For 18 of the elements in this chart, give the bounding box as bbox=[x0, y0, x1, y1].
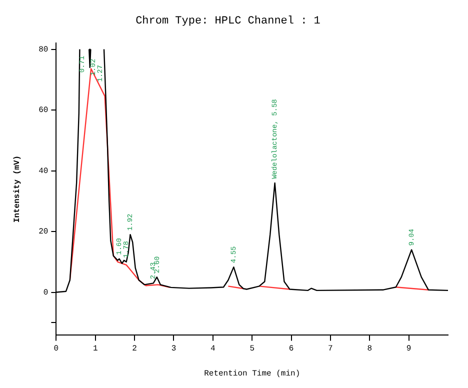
x-tick-label: 3 bbox=[171, 344, 176, 354]
y-axis-title: Intensity (mV) bbox=[12, 155, 22, 223]
x-tick-label: 2 bbox=[132, 344, 138, 354]
chart-title: Chrom Type: HPLC Channel : 1 bbox=[136, 16, 321, 28]
y-tick-label: 20 bbox=[38, 228, 48, 237]
x-tick-label: 5 bbox=[250, 344, 255, 354]
y-tick-label: 0 bbox=[43, 288, 48, 298]
x-tick-label: 1 bbox=[92, 344, 98, 354]
x-tick-label: 7 bbox=[328, 344, 334, 354]
y-tick-label: 60 bbox=[38, 106, 48, 116]
x-tick-label: 9 bbox=[406, 344, 412, 354]
x-axis-title: Retention Time (min) bbox=[204, 369, 300, 378]
y-tick-label: 80 bbox=[38, 45, 48, 54]
x-tick-label: 4 bbox=[210, 344, 216, 354]
x-tick-label: 8 bbox=[367, 344, 372, 354]
x-tick-label: 0 bbox=[54, 344, 59, 354]
x-tick-label: 6 bbox=[288, 344, 294, 354]
y-tick-label: 40 bbox=[38, 166, 48, 176]
